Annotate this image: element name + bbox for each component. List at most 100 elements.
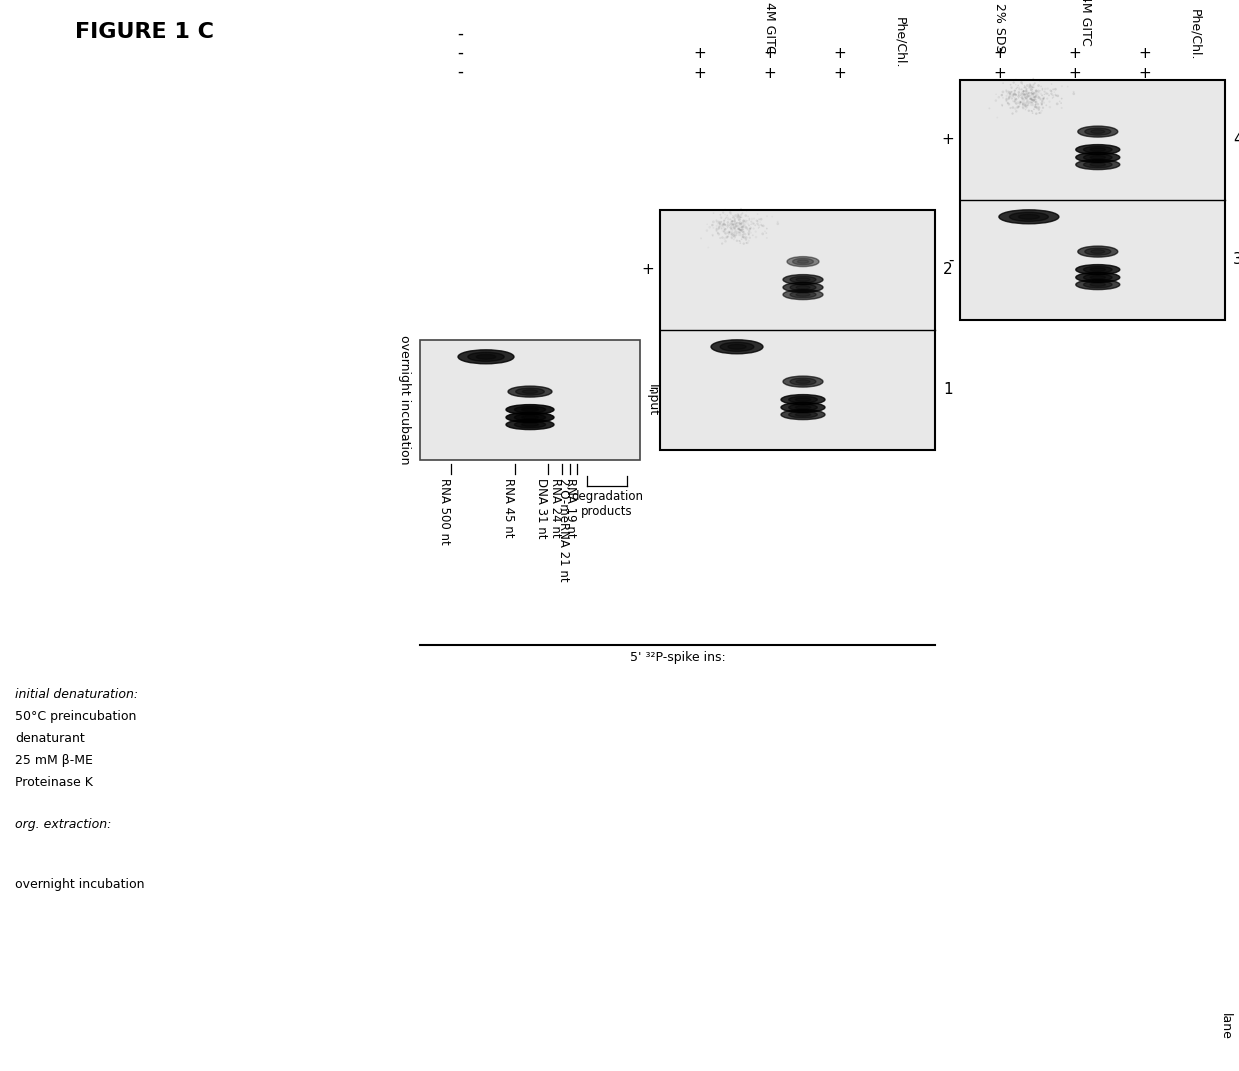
Ellipse shape — [789, 396, 818, 403]
Point — [731, 206, 751, 223]
Point — [1037, 90, 1057, 107]
Point — [1026, 89, 1046, 106]
Ellipse shape — [514, 406, 545, 412]
Point — [737, 235, 757, 252]
Ellipse shape — [468, 352, 504, 361]
Point — [1031, 82, 1051, 100]
Point — [1012, 88, 1032, 105]
Point — [731, 218, 751, 236]
Ellipse shape — [1083, 154, 1113, 161]
Point — [992, 97, 1012, 115]
Point — [1026, 90, 1046, 107]
Point — [726, 226, 746, 243]
Point — [1006, 103, 1026, 120]
Point — [1000, 88, 1020, 105]
Point — [1006, 94, 1026, 111]
Point — [721, 217, 741, 235]
Point — [1001, 89, 1021, 106]
Point — [1000, 87, 1020, 104]
Point — [1016, 90, 1036, 107]
Point — [1014, 84, 1033, 101]
Point — [1004, 99, 1023, 116]
Ellipse shape — [1090, 250, 1105, 254]
Point — [1023, 92, 1043, 109]
Point — [1010, 95, 1030, 112]
Point — [733, 228, 753, 245]
Point — [741, 220, 761, 237]
Point — [730, 224, 750, 241]
Point — [726, 217, 746, 235]
Point — [726, 215, 746, 232]
Point — [1027, 100, 1047, 117]
Point — [1017, 85, 1037, 102]
Point — [699, 239, 719, 256]
Point — [1004, 86, 1023, 103]
Point — [731, 222, 751, 239]
Point — [1014, 91, 1033, 108]
Point — [729, 209, 748, 226]
Point — [1002, 87, 1022, 104]
Point — [721, 205, 741, 222]
Point — [1026, 88, 1046, 105]
Point — [722, 220, 742, 237]
Point — [721, 220, 741, 237]
Point — [743, 227, 763, 244]
Point — [1043, 87, 1063, 104]
Point — [1042, 85, 1062, 102]
Point — [704, 205, 724, 222]
Point — [733, 224, 753, 241]
Point — [736, 220, 756, 237]
Point — [1018, 87, 1038, 104]
Point — [1025, 89, 1044, 106]
Point — [1048, 88, 1068, 105]
Point — [1030, 72, 1049, 89]
Text: Proteinase K: Proteinase K — [15, 776, 93, 789]
Ellipse shape — [1010, 212, 1048, 222]
Text: -: - — [457, 25, 463, 43]
Point — [731, 222, 751, 239]
Point — [1035, 94, 1054, 111]
Text: +: + — [763, 66, 777, 81]
Point — [725, 210, 745, 227]
Ellipse shape — [1083, 274, 1113, 281]
Point — [1025, 91, 1044, 108]
Point — [1021, 87, 1041, 104]
Point — [1014, 90, 1033, 107]
Point — [1021, 85, 1041, 102]
Point — [1001, 76, 1021, 93]
Point — [1000, 84, 1020, 101]
Text: +: + — [1139, 66, 1151, 81]
Ellipse shape — [711, 340, 763, 353]
Ellipse shape — [522, 423, 539, 426]
Point — [738, 215, 758, 232]
Point — [733, 228, 753, 245]
Point — [1010, 80, 1030, 97]
Text: Phe/Chl.: Phe/Chl. — [1188, 10, 1202, 61]
Point — [730, 232, 750, 250]
Point — [722, 215, 742, 232]
Point — [757, 220, 777, 237]
Point — [1021, 91, 1041, 108]
Point — [709, 218, 729, 236]
Point — [747, 215, 767, 232]
Point — [740, 223, 760, 240]
Point — [1015, 77, 1035, 94]
Point — [992, 84, 1012, 101]
Point — [1022, 93, 1042, 110]
Ellipse shape — [1078, 126, 1118, 137]
Point — [709, 221, 729, 238]
Point — [726, 224, 746, 241]
Point — [997, 94, 1017, 111]
Point — [736, 235, 756, 252]
Point — [714, 212, 733, 229]
Ellipse shape — [795, 277, 810, 282]
Point — [730, 224, 750, 241]
Point — [751, 216, 771, 233]
Ellipse shape — [1018, 214, 1040, 220]
Point — [1028, 82, 1048, 100]
Point — [732, 218, 752, 236]
Point — [737, 229, 757, 246]
Point — [733, 216, 753, 233]
Point — [1002, 90, 1022, 107]
Point — [1012, 91, 1032, 108]
